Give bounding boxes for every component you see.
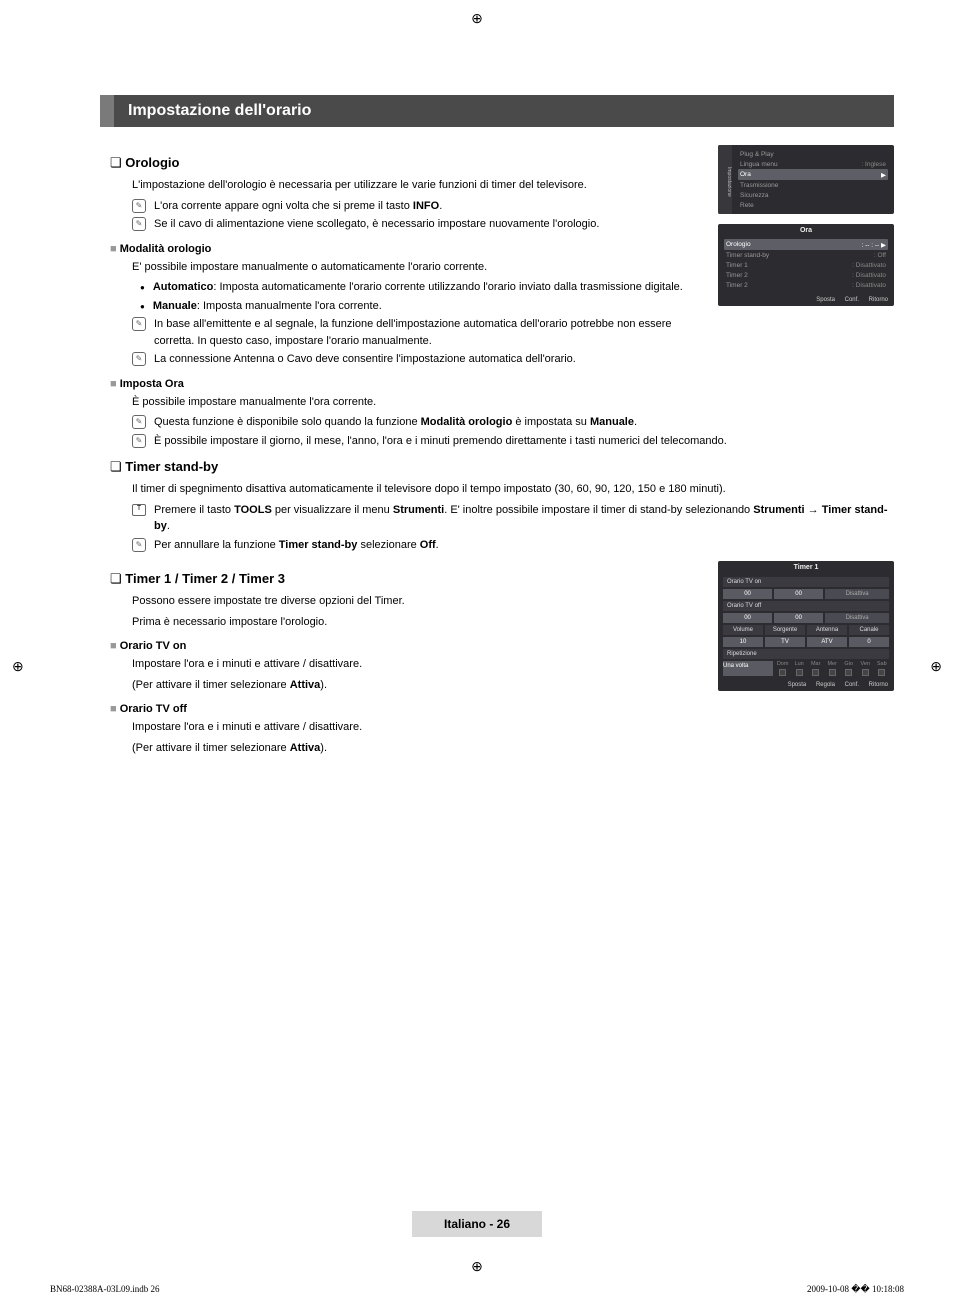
timers-l2: Prima è necessario impostare l'orologio. <box>132 614 704 631</box>
modalita-b2: Manuale: Imposta manualmente l'ora corre… <box>140 298 704 315</box>
tvon-heading: Orario TV on <box>110 640 704 652</box>
osd-sidebar: Impostazione <box>718 145 732 214</box>
registration-mark-left: ⊕ <box>12 658 24 675</box>
osd-timer-column: Timer 1 Orario TV on 00 00 Disattiva Ora… <box>718 561 894 760</box>
osd3-title: Timer 1 <box>718 561 894 574</box>
standby-tools: T Premere il tasto TOOLS per visualizzar… <box>132 502 894 535</box>
modalita-heading: Modalità orologio <box>110 243 704 255</box>
page-footer-label: Italiano - 26 <box>412 1211 542 1237</box>
orologio-note2: ✎ Se il cavo di alimentazione viene scol… <box>132 216 704 233</box>
note-icon: ✎ <box>132 538 146 552</box>
osd-row: Timer 2: Disattivato <box>724 270 888 280</box>
registration-mark-right: ⊕ <box>930 658 942 675</box>
osd-row: Sicurezza <box>738 190 888 200</box>
tvoff-l1: Impostare l'ora e i minuti e attivare / … <box>132 719 704 736</box>
orologio-row: Orologio L'impostazione dell'orologio è … <box>100 145 894 433</box>
note-icon: ✎ <box>132 415 146 429</box>
orologio-intro: L'impostazione dell'orologio è necessari… <box>132 177 704 194</box>
tvoff-l2: (Per attivare il timer selezionare Attiv… <box>132 740 704 757</box>
osd2-footer: Sposta Conf. Ritorno <box>718 294 894 306</box>
note-icon: ✎ <box>132 317 146 331</box>
modalita-intro: E' possibile impostare manualmente o aut… <box>132 259 704 276</box>
registration-mark-bottom: ⊕ <box>471 1258 483 1275</box>
orologio-heading: Orologio <box>110 155 704 171</box>
osd-row: Ora ▶ <box>738 169 888 180</box>
tvon-l2: (Per attivare il timer selezionare Attiv… <box>132 677 704 694</box>
standby-n1: ✎ Per annullare la funzione Timer stand-… <box>132 537 894 554</box>
header-accent-bar <box>100 95 114 127</box>
osd-row: Timer stand-by: Off <box>724 250 888 260</box>
section-header: Impostazione dell'orario <box>100 95 894 127</box>
osd3-r1-label: Orario TV on <box>723 577 889 587</box>
osd-row: Rete <box>738 200 888 210</box>
osd3-r2-label: Orario TV off <box>723 601 889 611</box>
note-icon: ✎ <box>132 217 146 231</box>
osd-row: Lingua menu: Inglese <box>738 159 888 169</box>
doc-id-right: 2009-10-08 �� 10:18:08 <box>807 1284 904 1295</box>
osd-ora-menu: Ora Orologio: -- : -- ▶Timer stand-by: O… <box>718 224 894 306</box>
imposta-ora-n2: ✎È possibile impostare il giorno, il mes… <box>132 433 894 450</box>
standby-heading: Timer stand-by <box>110 459 894 475</box>
timers-l1: Possono essere impostate tre diverse opz… <box>132 593 704 610</box>
osd2-title: Ora <box>718 224 894 237</box>
osd-column: Impostazione Plug & PlayLingua menu: Ing… <box>718 145 894 433</box>
tools-icon: T <box>132 504 146 516</box>
note-icon: ✎ <box>132 352 146 366</box>
timers-row: Timer 1 / Timer 2 / Timer 3 Possono esse… <box>100 561 894 760</box>
modalita-b1: Automatico: Imposta automaticamente l'or… <box>140 279 704 296</box>
note-icon: ✎ <box>132 199 146 213</box>
osd-row: Trasmissione <box>738 180 888 190</box>
osd3-footer: Sposta Regola Conf. Ritorno <box>718 679 894 691</box>
osd-row: Timer 1: Disattivato <box>724 260 888 270</box>
standby-intro: Il timer di spegnimento disattiva automa… <box>132 481 894 498</box>
section-title: Impostazione dell'orario <box>114 95 894 127</box>
imposta-ora-heading: Imposta Ora <box>110 378 704 390</box>
tvoff-heading: Orario TV off <box>110 703 704 715</box>
tvon-l1: Impostare l'ora e i minuti e attivare / … <box>132 656 704 673</box>
osd-row: Plug & Play <box>738 149 888 159</box>
osd-row: Orologio: -- : -- ▶ <box>724 239 888 250</box>
orologio-note1: ✎ L'ora corrente appare ogni volta che s… <box>132 198 704 215</box>
page: ⊕ ⊕ ⊕ Impostazione dell'orario Orologio … <box>0 0 954 1315</box>
modalita-n1: ✎In base all'emittente e al segnale, la … <box>132 316 704 349</box>
note-icon: ✎ <box>132 434 146 448</box>
osd-timer1: Timer 1 Orario TV on 00 00 Disattiva Ora… <box>718 561 894 691</box>
doc-id-left: BN68-02388A-03L09.indb 26 <box>50 1284 160 1295</box>
modalita-n2: ✎La connessione Antenna o Cavo deve cons… <box>132 351 704 368</box>
osd-row: Timer 2: Disattivato <box>724 280 888 290</box>
timers-heading: Timer 1 / Timer 2 / Timer 3 <box>110 571 704 587</box>
imposta-ora-intro: È possibile impostare manualmente l'ora … <box>132 394 704 411</box>
osd-setup-menu: Impostazione Plug & PlayLingua menu: Ing… <box>718 145 894 214</box>
registration-mark-top: ⊕ <box>471 10 483 27</box>
footer-meta: BN68-02388A-03L09.indb 26 2009-10-08 �� … <box>0 1284 954 1295</box>
imposta-ora-n1: ✎ Questa funzione è disponibile solo qua… <box>132 414 704 431</box>
